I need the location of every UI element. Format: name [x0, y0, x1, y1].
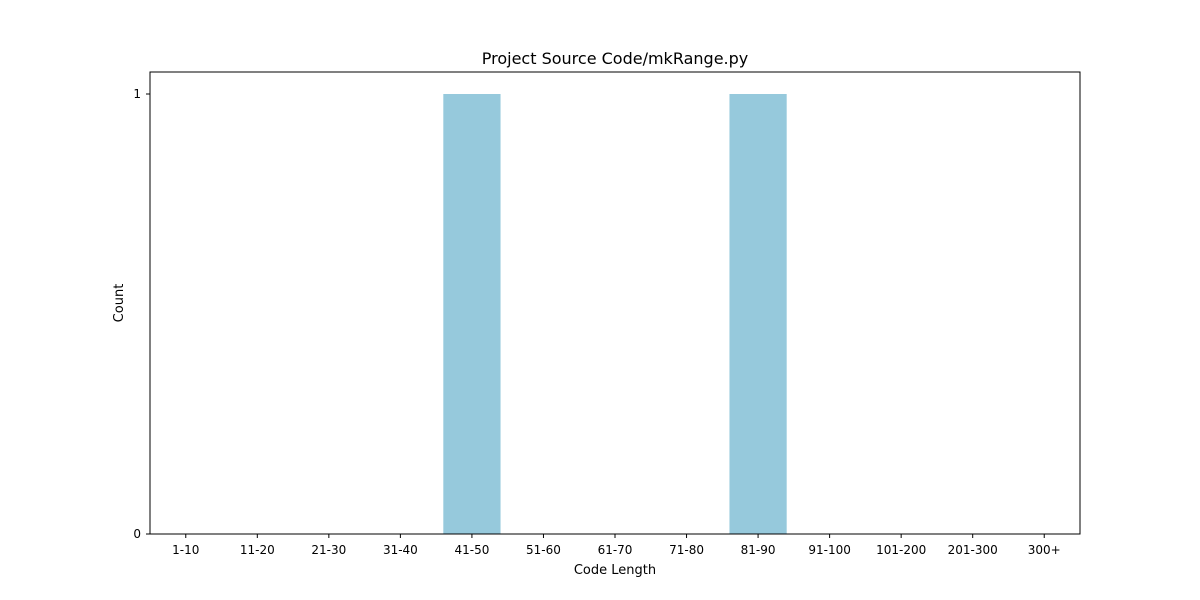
- bar-41-50: [443, 94, 501, 534]
- x-tick-label: 11-20: [240, 543, 275, 557]
- x-tick-label: 21-30: [311, 543, 346, 557]
- x-tick-label: 41-50: [454, 543, 489, 557]
- bar-81-90: [729, 94, 787, 534]
- y-axis-label: Count: [112, 284, 127, 323]
- x-tick-label: 31-40: [383, 543, 418, 557]
- x-tick-label: 300+: [1028, 543, 1061, 557]
- x-tick-label: 201-300: [948, 543, 998, 557]
- x-axis-label: Code Length: [574, 563, 656, 578]
- y-axis: 01: [133, 87, 150, 541]
- y-tick-label: 0: [133, 527, 141, 541]
- bars-group: [443, 94, 787, 534]
- x-tick-label: 61-70: [598, 543, 633, 557]
- x-tick-label: 81-90: [741, 543, 776, 557]
- x-tick-label: 71-80: [669, 543, 704, 557]
- x-axis: 1-10 11-20 21-30 31-40 41-50 51-60 61-70 71-80 8…: [172, 534, 1061, 557]
- y-tick-label: 1: [133, 87, 141, 101]
- x-tick-label: 101-200: [876, 543, 926, 557]
- x-tick-label: 1-10: [172, 543, 199, 557]
- chart-title: Project Source Code/mkRange.py: [482, 49, 749, 68]
- x-tick-label: 91-100: [808, 543, 851, 557]
- x-tick-label: 51-60: [526, 543, 561, 557]
